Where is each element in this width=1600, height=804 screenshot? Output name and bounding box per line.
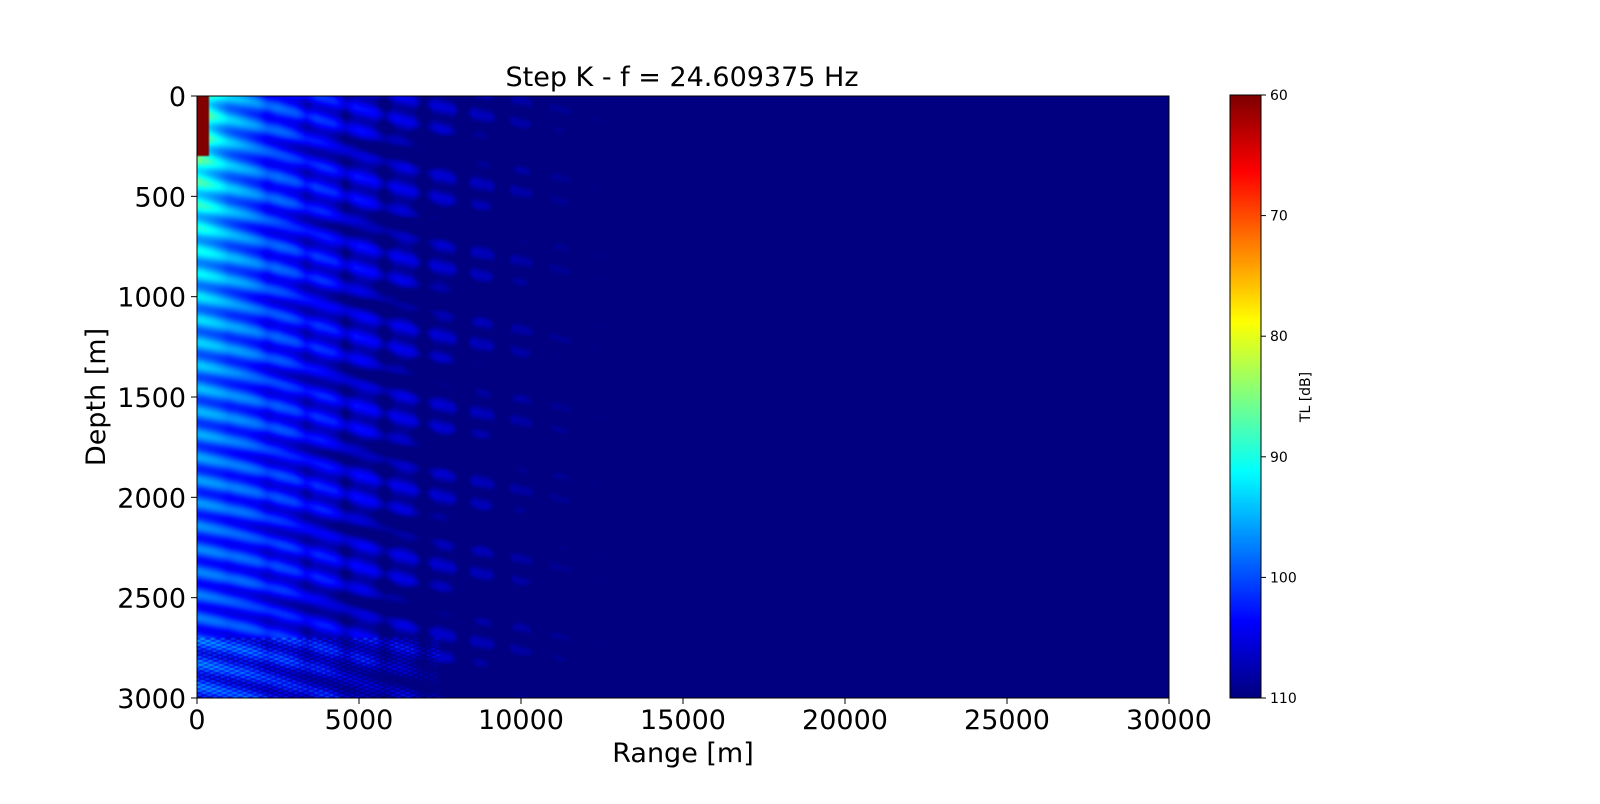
y-tick-label: 2000 [117, 483, 186, 514]
colorbar-tick-label: 80 [1270, 329, 1288, 345]
y-tick-label: 0 [169, 82, 186, 113]
y-axis: 0 500 1000 1500 2000 2500 3000 [117, 82, 197, 715]
colorbar-tick-label: 100 [1270, 570, 1297, 586]
y-tick-label: 500 [134, 182, 186, 213]
y-axis-label: Depth [m] [81, 328, 112, 466]
colorbar-label: TL [dB] [1298, 372, 1314, 423]
colorbar-frame [1229, 94, 1262, 699]
colorbar-tick-label: 90 [1270, 450, 1288, 466]
x-tick-label: 15000 [640, 705, 726, 736]
y-tick-label: 3000 [117, 684, 186, 715]
y-tick-label: 2500 [117, 584, 186, 615]
colorbar-tick-label: 70 [1270, 209, 1288, 225]
x-tick-label: 25000 [964, 705, 1050, 736]
colorbar-gradient [1230, 95, 1261, 698]
y-tick-label: 1000 [117, 283, 186, 314]
y-tick-label: 1500 [117, 383, 186, 414]
x-tick-label: 20000 [802, 705, 888, 736]
colorbar-ticks: 60 70 80 90 100 110 [1261, 88, 1297, 707]
x-tick-label: 0 [188, 705, 205, 736]
x-tick-label: 10000 [478, 705, 564, 736]
colorbar-tick-label: 60 [1270, 88, 1288, 104]
colorbar: 60 70 80 90 100 110 TL [dB] [1229, 88, 1314, 707]
chart-title: Step K - f = 24.609375 Hz [505, 62, 858, 93]
x-tick-label: 30000 [1126, 705, 1212, 736]
plot-area [196, 95, 1170, 699]
tl-heatmap [197, 96, 1169, 698]
colorbar-tick-label: 110 [1270, 691, 1297, 707]
x-axis: 0 5000 10000 15000 20000 25000 30000 [188, 698, 1212, 736]
x-axis-label: Range [m] [612, 738, 754, 769]
x-tick-label: 5000 [325, 705, 394, 736]
